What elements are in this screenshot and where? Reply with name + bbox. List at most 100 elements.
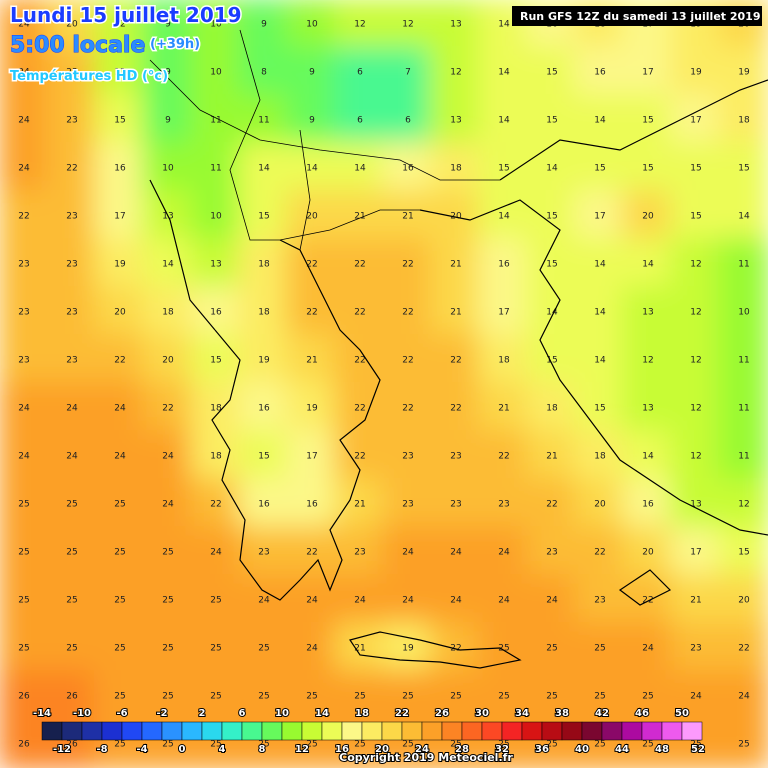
temperature-value: 22	[66, 164, 77, 174]
temperature-value: 6	[357, 116, 363, 126]
temperature-value: 24	[402, 548, 414, 558]
temperature-cell	[238, 334, 290, 386]
temperature-value: 22	[306, 548, 317, 558]
temperature-cell	[0, 0, 50, 50]
scale-box	[121, 721, 143, 741]
temperature-value: 9	[261, 20, 267, 30]
temperature-cell	[526, 574, 578, 626]
temperature-cell	[190, 238, 242, 290]
temperature-cell	[718, 382, 768, 434]
scale-label: 38	[555, 708, 569, 719]
temperature-value: 15	[642, 164, 653, 174]
temperature-cell	[718, 142, 768, 194]
temperature-value: 17	[498, 308, 509, 318]
temperature-cell	[334, 334, 386, 386]
temperature-value: 24	[114, 404, 126, 414]
temperature-value: 15	[642, 116, 653, 126]
temperature-cell	[0, 190, 50, 242]
temperature-value: 12	[402, 20, 413, 30]
temperature-value: 24	[66, 452, 78, 462]
temperature-cell	[334, 190, 386, 242]
temperature-cell	[94, 0, 146, 50]
temperature-cell	[46, 94, 98, 146]
temperature-value: 15	[258, 452, 269, 462]
temperature-value: 17	[114, 212, 125, 222]
temperature-value: 20	[162, 356, 174, 366]
temperature-cell	[286, 286, 338, 338]
temperature-cell	[478, 478, 530, 530]
color-scale: -14-12-10-8-6-4-202468101214161820222426…	[32, 707, 706, 756]
temperature-value: 17	[690, 548, 701, 558]
scale-box	[361, 721, 383, 741]
temperature-cell	[670, 526, 722, 578]
temperature-value: 24	[498, 548, 510, 558]
temperature-cell	[46, 430, 98, 482]
coastlines	[149, 29, 768, 669]
temperature-value: 16	[594, 68, 606, 78]
temperature-value: 10	[162, 164, 174, 174]
temperature-cell	[478, 574, 530, 626]
temperature-value: 9	[165, 116, 171, 126]
temperature-cell	[142, 286, 194, 338]
temperature-value: 23	[498, 500, 509, 510]
temperature-value: 12	[690, 356, 701, 366]
temperature-cell	[142, 334, 194, 386]
temperature-value: 20	[450, 212, 462, 222]
temperature-value: 25	[402, 692, 413, 702]
temperature-cell	[142, 478, 194, 530]
temperature-cell	[286, 94, 338, 146]
temperature-value: 24	[690, 692, 702, 702]
scale-label: 26	[435, 708, 449, 719]
temperature-cell	[190, 382, 242, 434]
temperature-cell	[0, 622, 50, 674]
temperature-cell	[94, 94, 146, 146]
temperature-cell	[670, 142, 722, 194]
temperature-value: 25	[162, 548, 173, 558]
temperature-value: 12	[450, 68, 461, 78]
temperature-cell	[238, 142, 290, 194]
temperature-cell	[190, 430, 242, 482]
temperature-value: 24	[18, 404, 30, 414]
temperature-cell	[382, 46, 434, 98]
temperature-value: 13	[450, 116, 461, 126]
temperature-value: 15	[546, 212, 557, 222]
temperature-value: 24	[450, 548, 462, 558]
temperature-cell	[574, 46, 626, 98]
temperature-cell	[334, 94, 386, 146]
scale-box	[41, 721, 63, 741]
temperature-value: 19	[402, 644, 414, 654]
temperature-cell	[478, 286, 530, 338]
temperature-cell	[238, 574, 290, 626]
temperature-value: 15	[546, 356, 557, 366]
scale-label: 50	[675, 708, 689, 719]
temperature-value: 17	[594, 212, 605, 222]
temperature-value: 18	[162, 308, 174, 318]
temperature-cell	[142, 430, 194, 482]
temperature-value: 17	[690, 116, 701, 126]
temperature-value: 21	[306, 356, 317, 366]
temperature-value: 22	[306, 260, 317, 270]
temperature-cell	[238, 190, 290, 242]
temperature-value: 9	[309, 116, 315, 126]
temperature-value: 25	[210, 692, 221, 702]
temperature-cell	[622, 478, 674, 530]
temperature-value: 25	[354, 692, 365, 702]
temperature-cell	[238, 238, 290, 290]
temperature-value: 11	[738, 260, 749, 270]
local-time: 5:00 locale	[10, 33, 145, 58]
temperature-cell	[574, 286, 626, 338]
temperature-value: 11	[258, 116, 269, 126]
temperature-cell	[670, 430, 722, 482]
scale-box	[401, 721, 423, 741]
temperature-value: 25	[546, 692, 557, 702]
temperature-cell	[334, 142, 386, 194]
temperature-value: 23	[402, 500, 413, 510]
temperature-cell	[670, 190, 722, 242]
temperature-cell	[46, 622, 98, 674]
temperature-cell	[334, 622, 386, 674]
temperature-value: 12	[738, 500, 749, 510]
temperature-cell	[478, 334, 530, 386]
temperature-value: 23	[18, 260, 29, 270]
temperature-value: 25	[258, 740, 269, 750]
temperature-value: 25	[594, 692, 605, 702]
